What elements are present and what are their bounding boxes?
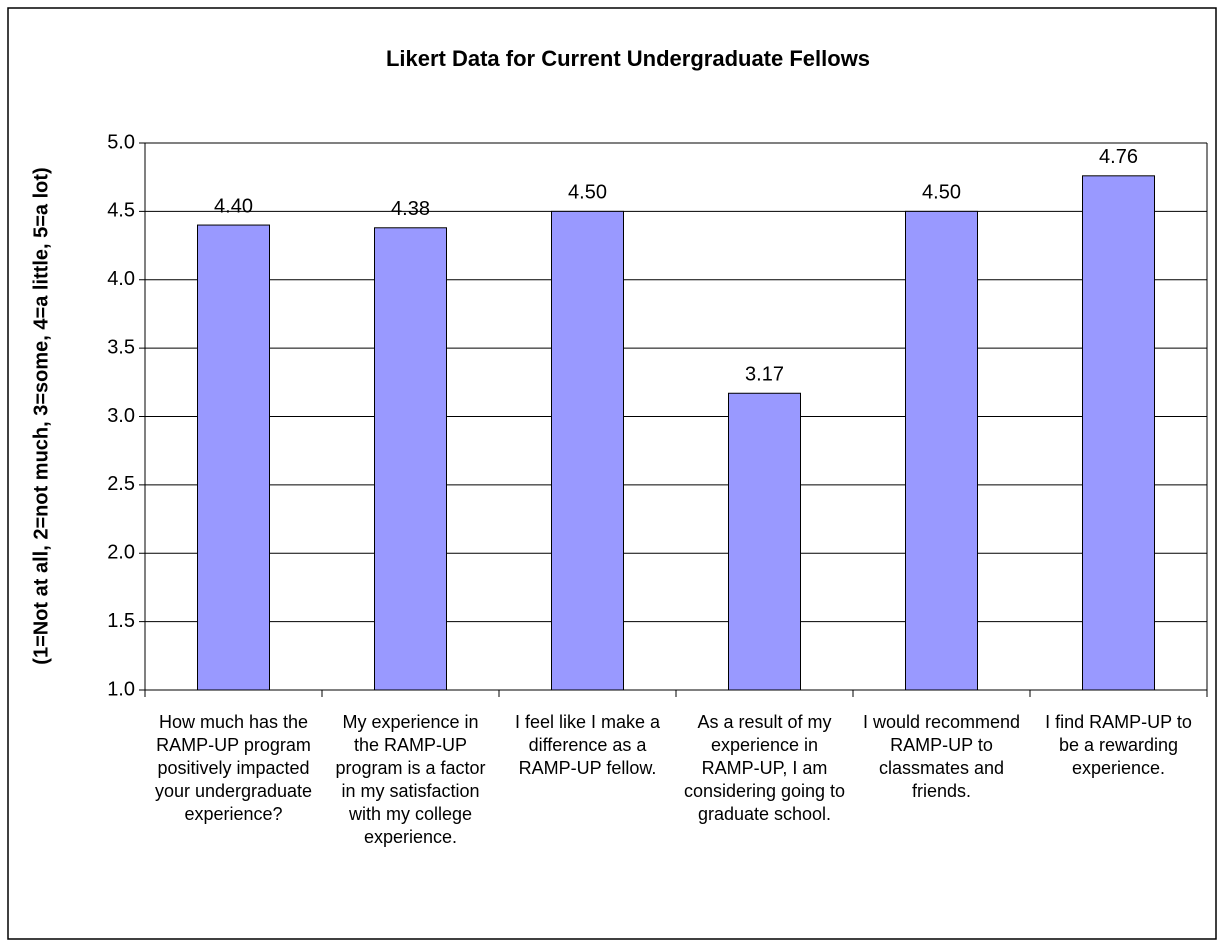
y-tick-label: 5.0 bbox=[107, 131, 135, 153]
y-tick-label: 2.0 bbox=[107, 542, 135, 564]
y-tick-label: 1.0 bbox=[107, 678, 135, 700]
value-label: 4.76 bbox=[1099, 146, 1138, 168]
x-tick-label: I feel like I make a difference as a RAM… bbox=[514, 712, 661, 778]
value-label: 3.17 bbox=[745, 364, 784, 386]
y-tick-label: 1.5 bbox=[107, 610, 135, 632]
y-axis-label: (1=Not at all, 2=not much, 3=some, 4=a l… bbox=[30, 167, 52, 664]
bar bbox=[728, 392, 801, 691]
value-label: 4.50 bbox=[922, 182, 961, 204]
x-tick-label: How much has the RAMP-UP program positiv… bbox=[154, 712, 313, 824]
x-tick-label: My experience in the RAMP-UP program is … bbox=[335, 712, 486, 847]
y-tick-label: 3.0 bbox=[107, 405, 135, 427]
y-tick-label: 4.0 bbox=[107, 268, 135, 290]
bar bbox=[551, 210, 624, 691]
bar bbox=[1082, 175, 1155, 691]
value-label: 4.38 bbox=[391, 198, 430, 220]
bar bbox=[374, 227, 447, 691]
bar bbox=[905, 210, 978, 691]
value-label: 4.40 bbox=[214, 195, 253, 217]
x-tick-label: I would recommend RAMP-UP to classmates … bbox=[862, 712, 1021, 801]
value-label: 4.50 bbox=[568, 182, 607, 204]
x-tick-label: I find RAMP-UP to be a rewarding experie… bbox=[1045, 712, 1192, 778]
chart-title: Likert Data for Current Undergraduate Fe… bbox=[386, 46, 870, 71]
y-tick-label: 2.5 bbox=[107, 473, 135, 495]
x-tick-label: As a result of my experience in RAMP-UP,… bbox=[683, 712, 846, 824]
bar bbox=[197, 224, 270, 691]
y-tick-label: 3.5 bbox=[107, 336, 135, 358]
y-tick-label: 4.5 bbox=[107, 200, 135, 222]
